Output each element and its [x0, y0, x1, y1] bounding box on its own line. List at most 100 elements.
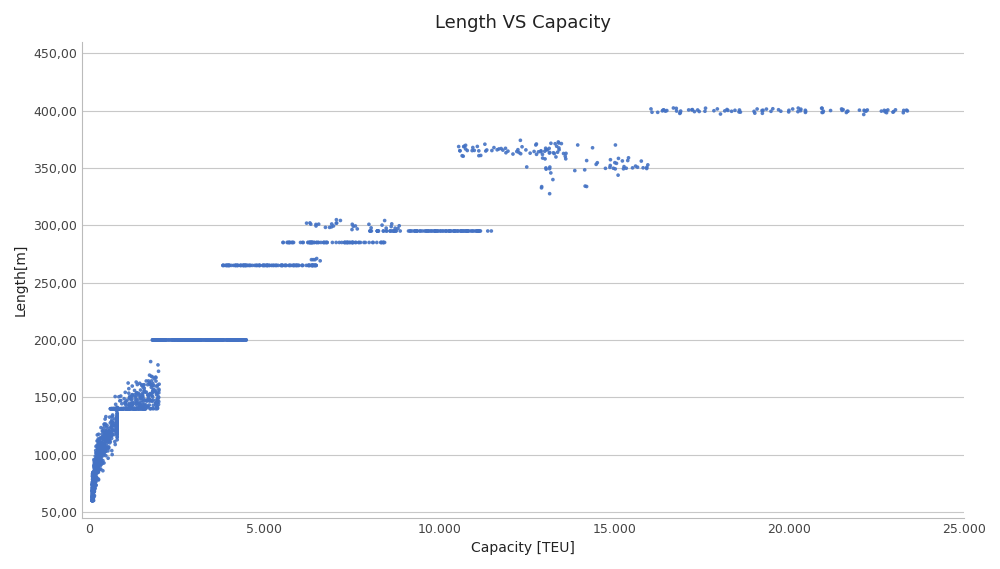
- Point: [108, 404, 124, 413]
- Point: [275, 261, 291, 270]
- Point: [109, 426, 125, 435]
- Point: [274, 261, 290, 270]
- Point: [90, 460, 106, 469]
- Point: [633, 156, 649, 166]
- Point: [542, 189, 558, 198]
- Point: [369, 238, 385, 247]
- Point: [226, 335, 242, 344]
- Point: [91, 465, 107, 474]
- Point: [219, 335, 235, 344]
- Point: [635, 163, 651, 172]
- Point: [174, 335, 190, 344]
- Point: [114, 404, 130, 413]
- Point: [230, 335, 246, 344]
- Point: [101, 443, 117, 452]
- Point: [442, 226, 458, 236]
- Point: [85, 486, 101, 496]
- Point: [514, 142, 530, 151]
- Point: [117, 404, 133, 413]
- Point: [85, 480, 101, 489]
- Point: [163, 335, 179, 344]
- Point: [121, 404, 137, 413]
- Point: [88, 465, 104, 475]
- Point: [148, 399, 164, 408]
- Point: [135, 404, 151, 413]
- Point: [173, 335, 189, 344]
- Point: [93, 452, 109, 461]
- Point: [140, 393, 156, 402]
- Point: [113, 404, 129, 413]
- Point: [90, 437, 106, 446]
- Point: [122, 404, 138, 413]
- Point: [111, 392, 127, 401]
- Point: [135, 397, 151, 406]
- Point: [190, 335, 206, 344]
- Point: [121, 404, 137, 413]
- Point: [124, 404, 140, 413]
- Point: [124, 391, 140, 400]
- Point: [452, 226, 468, 236]
- Point: [140, 403, 156, 412]
- Point: [126, 404, 142, 413]
- Point: [150, 392, 166, 401]
- Point: [446, 226, 462, 236]
- Point: [120, 404, 136, 413]
- Point: [307, 261, 323, 270]
- Point: [464, 226, 480, 236]
- Point: [114, 404, 130, 413]
- Point: [124, 404, 140, 413]
- Point: [282, 238, 298, 247]
- Point: [797, 106, 813, 115]
- Point: [763, 107, 779, 116]
- Point: [505, 150, 521, 159]
- Point: [103, 404, 119, 413]
- Point: [120, 378, 136, 387]
- Point: [85, 496, 101, 505]
- Point: [103, 422, 119, 431]
- Point: [114, 404, 130, 413]
- Point: [274, 261, 290, 270]
- Point: [93, 464, 109, 473]
- Point: [145, 335, 161, 344]
- Point: [391, 221, 407, 230]
- Point: [109, 430, 125, 439]
- Point: [211, 335, 227, 344]
- Point: [91, 444, 107, 453]
- Point: [132, 379, 148, 388]
- Point: [104, 446, 120, 455]
- Point: [249, 261, 265, 270]
- Point: [96, 440, 112, 450]
- Point: [126, 403, 142, 413]
- Point: [85, 475, 101, 484]
- Point: [148, 373, 164, 382]
- Point: [895, 108, 911, 117]
- Point: [167, 335, 183, 344]
- Point: [126, 404, 142, 413]
- Point: [534, 150, 550, 159]
- Point: [177, 335, 193, 344]
- Point: [136, 404, 152, 413]
- Point: [89, 450, 105, 459]
- Point: [659, 106, 675, 115]
- Point: [104, 420, 120, 429]
- Point: [202, 335, 218, 344]
- Point: [93, 460, 109, 469]
- Point: [150, 403, 166, 413]
- Point: [84, 496, 100, 505]
- Point: [91, 459, 107, 468]
- Point: [138, 401, 154, 410]
- Point: [225, 335, 241, 344]
- Point: [184, 335, 200, 344]
- Point: [90, 451, 106, 460]
- Point: [288, 261, 304, 270]
- Point: [105, 420, 121, 430]
- Point: [345, 238, 361, 247]
- Point: [136, 387, 152, 396]
- Point: [538, 145, 554, 154]
- Point: [96, 445, 112, 454]
- Point: [105, 410, 121, 419]
- Point: [464, 226, 480, 236]
- Point: [85, 475, 101, 484]
- Point: [213, 335, 229, 344]
- Point: [91, 437, 107, 446]
